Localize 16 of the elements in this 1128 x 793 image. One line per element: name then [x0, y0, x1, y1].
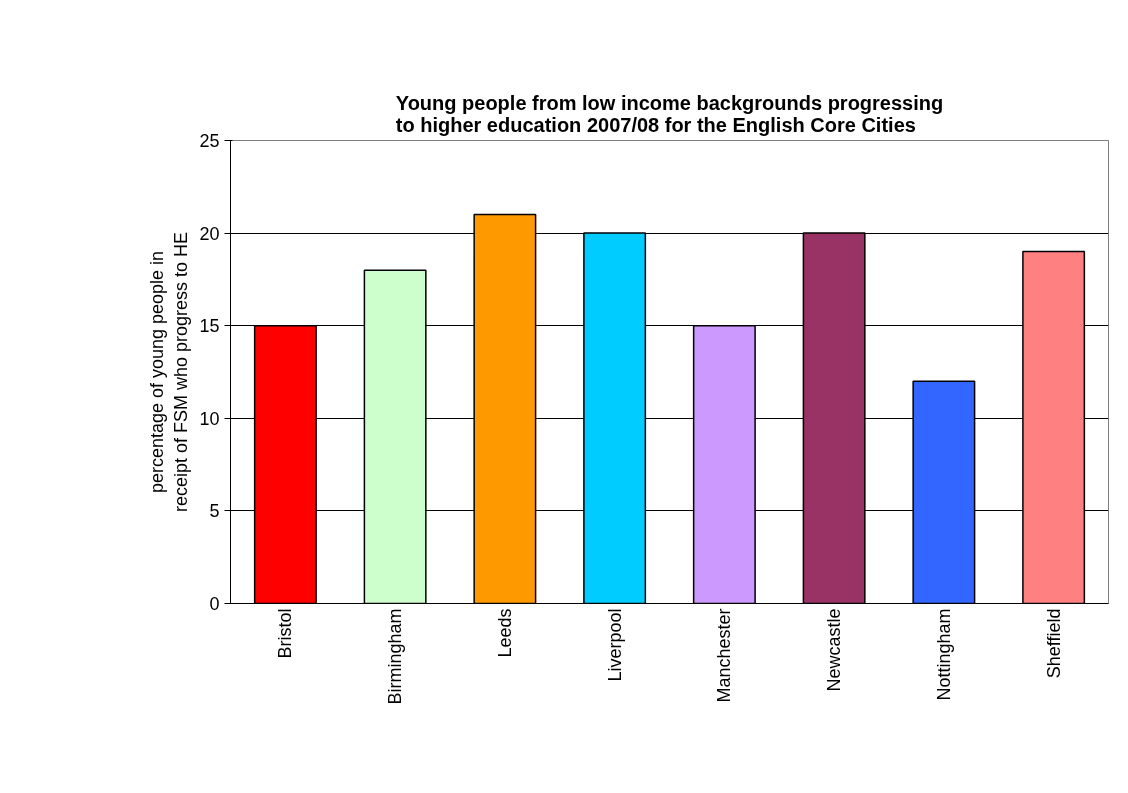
x-tick-label: Manchester — [714, 608, 735, 703]
x-tick-label: Nottingham — [933, 608, 954, 701]
y-tick-label: 20 — [199, 223, 220, 244]
y-tick-label: 0 — [209, 594, 220, 614]
chart-title: Young people from low income backgrounds progressing to higher education 2007/08 for the English Core Cities — [395, 91, 944, 136]
x-tick-label: Bristol — [275, 608, 296, 659]
x-tick-label: Sheffield — [1043, 608, 1064, 679]
y-tick-label: 25 — [199, 131, 220, 151]
y-tick-label: 10 — [199, 408, 220, 429]
y-tick-label: 15 — [199, 316, 220, 337]
x-tick-label: Newcastle — [824, 608, 845, 692]
y-tick-label: 5 — [209, 501, 220, 522]
x-tick-label: Birmingham — [385, 608, 406, 705]
y-axis-title: percentage of young people in receipt of FSM who progress to HE — [147, 231, 192, 513]
x-tick-label: Leeds — [494, 608, 515, 658]
x-tick-label: Liverpool — [604, 608, 625, 682]
